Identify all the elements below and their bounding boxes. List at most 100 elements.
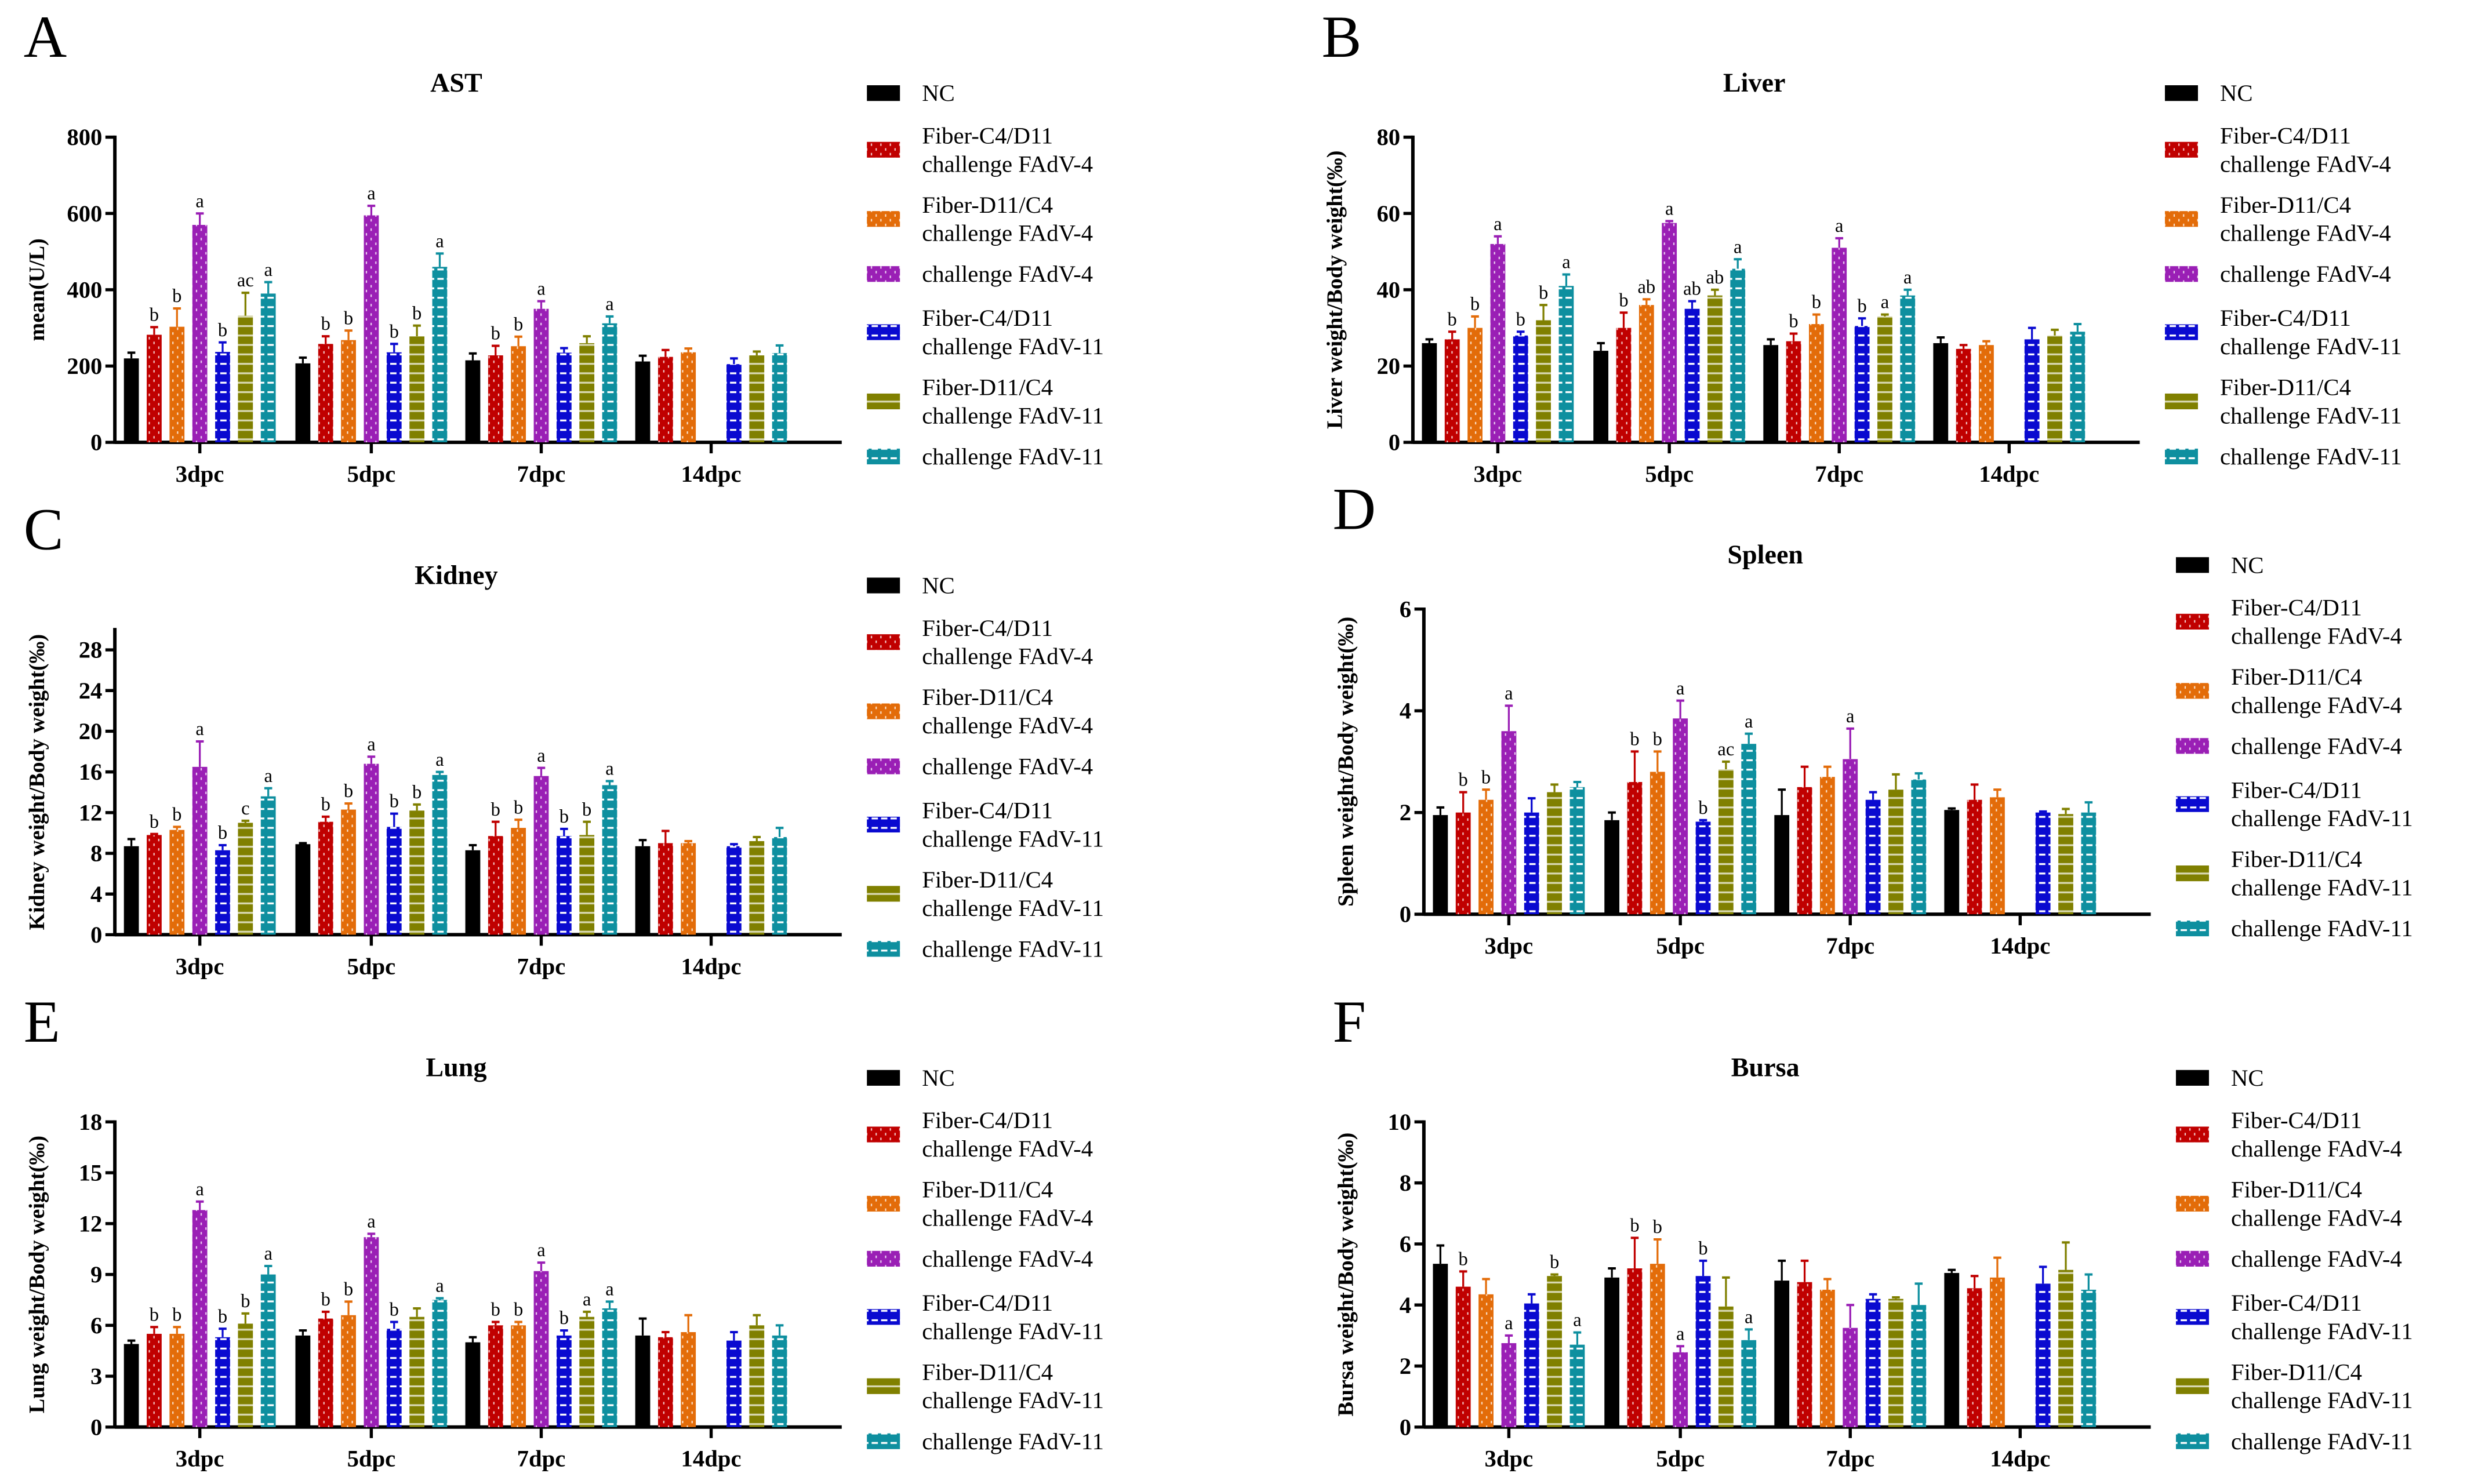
significance-label: a: [1505, 683, 1513, 704]
legend-label: challenge FAdV-4: [922, 712, 1093, 739]
y-axis-label: Spleen weight/Body weight(‰): [1334, 617, 1358, 907]
y-tick-label: 18: [79, 1109, 103, 1135]
panel-letter: D: [1332, 476, 1375, 542]
bar: [1501, 731, 1517, 915]
significance-label: a: [367, 1212, 375, 1232]
significance-label: a: [1745, 711, 1753, 732]
significance-label: a: [1562, 252, 1570, 273]
legend-swatch: [2175, 1433, 2209, 1449]
x-tick-label: 3dpc: [1485, 1446, 1534, 1472]
y-tick-label: 60: [1376, 201, 1400, 227]
legend-swatch: [2175, 1309, 2209, 1325]
significance-label: b: [1516, 309, 1525, 330]
significance-label: b: [412, 782, 422, 803]
bar: [260, 796, 276, 935]
legend-item: challenge FAdV-11: [2175, 1428, 2413, 1454]
significance-label: b: [514, 797, 523, 818]
significance-label: a: [1665, 199, 1673, 220]
bar: [465, 360, 481, 443]
significance-label: ab: [1637, 277, 1655, 297]
bar: [295, 1335, 311, 1427]
y-tick-label: 400: [67, 277, 102, 303]
bar: [1649, 1264, 1665, 1427]
significance-label: a: [195, 719, 204, 740]
significance-label: a: [605, 294, 613, 315]
chart-title: Lung: [426, 1053, 486, 1082]
y-tick-label: 600: [67, 201, 102, 227]
x-tick-label: 7dpc: [517, 953, 566, 979]
chart-panel-a: AASTmean(U/L)02004006008003dpcbbabaca5dp…: [24, 4, 1104, 487]
significance-label: a: [537, 279, 545, 300]
significance-label: b: [491, 799, 500, 820]
y-tick-label: 28: [79, 637, 103, 663]
bar: [556, 352, 572, 443]
x-tick-label: 7dpc: [1815, 461, 1863, 487]
legend-item: challenge FAdV-11: [867, 936, 1104, 962]
bar: [511, 346, 526, 443]
bar: [432, 774, 448, 935]
significance-label: b: [172, 1304, 181, 1325]
bar: [341, 809, 356, 935]
legend-swatch: [867, 1250, 900, 1267]
significance-label: b: [390, 321, 399, 342]
legend-label: challenge FAdV-4: [922, 220, 1093, 246]
significance-label: a: [583, 1289, 591, 1310]
bar: [341, 340, 356, 443]
legend-label: Fiber-D11/C4: [922, 867, 1053, 893]
bar: [1649, 772, 1665, 915]
significance-label: b: [582, 799, 591, 820]
legend-swatch: [867, 1378, 900, 1394]
legend-label: challenge FAdV-11: [922, 443, 1104, 470]
x-tick-label: 7dpc: [1826, 1446, 1874, 1472]
bar: [341, 1315, 356, 1427]
legend-swatch: [2175, 1250, 2209, 1267]
bar: [1444, 339, 1460, 443]
bar: [749, 1325, 765, 1427]
significance-label: b: [1630, 1216, 1639, 1236]
y-tick-label: 9: [90, 1261, 102, 1287]
y-tick-label: 0: [90, 1414, 102, 1440]
bar: [533, 1271, 549, 1427]
x-tick-label: 7dpc: [517, 461, 566, 487]
significance-label: b: [1698, 1238, 1707, 1259]
bar: [1684, 308, 1700, 443]
legend-item: NC: [867, 1065, 955, 1091]
significance-label: b: [1812, 292, 1821, 313]
significance-label: b: [390, 1300, 399, 1321]
bar: [579, 343, 595, 443]
significance-label: a: [435, 750, 444, 770]
bar: [1478, 1294, 1494, 1427]
bar: [1741, 1340, 1757, 1427]
bar: [602, 323, 617, 443]
legend-label: Fiber-C4/D11: [922, 798, 1053, 824]
significance-label: b: [150, 1304, 159, 1325]
bar: [681, 352, 696, 443]
bar: [1944, 1272, 1960, 1427]
bar: [1604, 1277, 1620, 1427]
bar: [1695, 1276, 1711, 1427]
legend-label: challenge FAdV-4: [2220, 220, 2391, 246]
legend-swatch: [867, 758, 900, 774]
bar: [260, 1274, 276, 1427]
legend-label: Fiber-D11/C4: [2231, 846, 2362, 872]
legend-swatch: [2164, 266, 2198, 282]
significance-label: b: [321, 1289, 330, 1310]
bar: [1865, 799, 1881, 915]
significance-label: b: [514, 1300, 523, 1321]
bar: [2081, 1289, 2097, 1427]
bar: [1888, 790, 1903, 915]
significance-label: ab: [1683, 279, 1701, 300]
bar: [1911, 779, 1927, 915]
bar: [533, 308, 549, 443]
legend-label: challenge FAdV-4: [2231, 733, 2402, 759]
significance-label: b: [172, 805, 181, 825]
bar: [1967, 1288, 1982, 1427]
bar: [1843, 1327, 1858, 1427]
y-tick-label: 6: [1400, 596, 1411, 622]
legend-label: challenge FAdV-11: [922, 1318, 1104, 1344]
